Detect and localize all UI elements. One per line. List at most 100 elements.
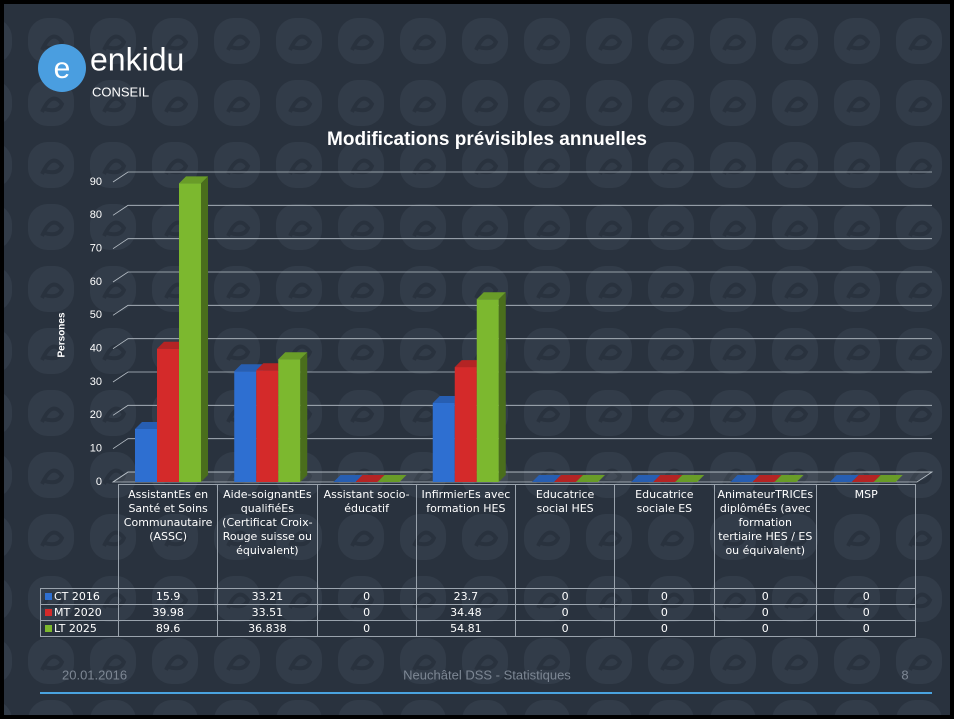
bar-top — [873, 475, 903, 482]
legend-swatch — [45, 624, 52, 632]
table-value: 33.21 — [217, 588, 318, 605]
table-value: 0 — [614, 588, 715, 605]
grid-line — [112, 338, 932, 349]
table-value: 0 — [514, 620, 616, 637]
bar — [135, 429, 157, 482]
table-value: 0 — [316, 620, 417, 637]
legend-entry: CT 2016 — [40, 588, 119, 605]
table-value: 0 — [816, 604, 917, 621]
category-label: AssistantEs en Santé et Soins Communauta… — [117, 484, 219, 589]
data-table: AssistantEs en Santé et Soins Communauta… — [40, 484, 917, 637]
table-value: 54.81 — [415, 620, 517, 637]
y-tick-label: 40 — [90, 343, 102, 355]
category-label: Aide-soignantEs qualifiéEs (Certificat C… — [217, 484, 318, 589]
table-value: 36.838 — [217, 620, 318, 637]
y-tick-label: 80 — [90, 209, 102, 221]
legend-label: MT 2020 — [54, 605, 102, 619]
grid-line — [112, 304, 932, 316]
bar-top — [377, 475, 407, 482]
legend-swatch — [45, 592, 52, 600]
bar-top — [829, 475, 859, 482]
bar — [179, 183, 201, 483]
table-value: 0 — [316, 604, 417, 621]
data-row: MT 2020 39.98 33.51 0 34.48 0 0 0 0 — [40, 604, 917, 621]
table-value: 0 — [816, 588, 917, 605]
footer: Neuchâtel DSS - Statistiques — [403, 667, 571, 682]
bar-top — [675, 475, 705, 482]
logo-e: e — [54, 52, 71, 85]
header-row: AssistantEs en Santé et Soins Communauta… — [41, 484, 917, 589]
bar-top — [554, 475, 583, 482]
bar-side — [201, 176, 208, 483]
bar-top — [278, 352, 308, 360]
table-value: 89.6 — [117, 620, 219, 637]
y-tick-label: 70 — [90, 243, 102, 255]
y-tick-label: 60 — [90, 276, 102, 288]
grid-line — [112, 371, 932, 383]
bar-top — [653, 475, 683, 482]
category-label: Educatrice social HES — [514, 484, 616, 589]
date: 20.01.2016 — [62, 667, 127, 682]
legend-entry: LT 2025 — [40, 620, 119, 637]
bar — [278, 359, 301, 482]
bar-top — [532, 475, 561, 482]
bar — [234, 371, 257, 482]
bar-top — [576, 475, 605, 482]
legend-entry: MT 2020 — [40, 604, 119, 621]
data-row: LT 2025 89.6 36.838 0 54.81 0 0 0 0 — [40, 620, 917, 637]
table-value: 0 — [514, 588, 616, 605]
grid-line — [112, 238, 932, 249]
y-tick-label: 20 — [90, 409, 102, 421]
table-value: 0 — [713, 588, 818, 605]
y-tick-label: 90 — [90, 176, 102, 188]
bar-top — [851, 475, 881, 482]
grid-line — [112, 171, 932, 183]
category-label: Assistant socio-éducatif — [316, 484, 417, 589]
bar-top — [752, 475, 782, 482]
category-label: AnimateurTRICEs diplôméEs (avec formatio… — [713, 484, 818, 589]
bar — [256, 370, 279, 482]
legend-label: CT 2016 — [54, 589, 100, 603]
bar — [476, 299, 499, 482]
bar-top — [157, 341, 186, 349]
table-value: 39.98 — [117, 604, 219, 621]
bar — [432, 403, 455, 482]
grid-line — [112, 471, 932, 483]
table-value: 0 — [614, 604, 715, 621]
bar-side — [498, 292, 506, 482]
table-value: 0 — [316, 588, 417, 605]
category-label: Educatrice sociale ES — [614, 484, 715, 589]
table-value: 34.48 — [415, 604, 517, 621]
y-axis-title: Persones — [57, 312, 68, 357]
bar-top — [179, 176, 208, 184]
table-value: 0 — [614, 620, 715, 637]
table-value: 15.9 — [117, 588, 219, 605]
category-label: InfirmierEs avec formation HES — [415, 484, 517, 589]
logo-icon — [38, 44, 86, 92]
bar — [454, 367, 477, 482]
grid-line — [112, 404, 932, 416]
bar-top — [432, 396, 462, 403]
grid-line — [112, 204, 932, 216]
table-value: 0 — [816, 620, 917, 637]
bar-top — [234, 364, 264, 372]
y-tick-label: 10 — [90, 443, 102, 455]
y-tick-label: 30 — [90, 376, 102, 388]
logo-sub: CONSEIL — [92, 84, 149, 99]
bar-top — [476, 292, 506, 300]
bar-top — [730, 475, 760, 482]
grid-line — [112, 271, 932, 283]
table-value: 0 — [713, 620, 818, 637]
legend-label: LT 2025 — [54, 621, 97, 635]
bar-top — [631, 475, 661, 482]
legend-swatch — [45, 608, 52, 616]
logo: enkidu — [90, 41, 184, 77]
table-value: 0 — [514, 604, 616, 621]
bar-top — [256, 363, 286, 371]
table-value: 23.7 — [415, 588, 517, 605]
bar-top — [774, 475, 804, 482]
bar-top — [135, 422, 164, 429]
corner — [41, 485, 119, 589]
y-tick-label: 50 — [90, 309, 102, 321]
